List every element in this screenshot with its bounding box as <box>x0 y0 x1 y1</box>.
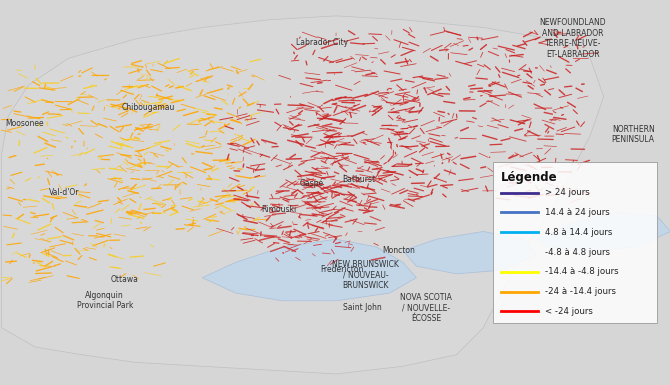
Text: Moncton: Moncton <box>383 246 415 255</box>
Text: -4.8 à 4.8 jours: -4.8 à 4.8 jours <box>545 248 610 256</box>
Text: NEW BRUNSWICK
/ NOUVEAU-
BRUNSWICK: NEW BRUNSWICK / NOUVEAU- BRUNSWICK <box>332 260 399 290</box>
Text: Val-d'Or: Val-d'Or <box>50 188 80 197</box>
Text: 4.8 à 14.4 jours: 4.8 à 14.4 jours <box>545 228 612 237</box>
Text: 14.4 à 24 jours: 14.4 à 24 jours <box>545 208 610 217</box>
FancyBboxPatch shape <box>492 162 657 323</box>
Text: -24 à -14.4 jours: -24 à -14.4 jours <box>545 287 616 296</box>
Text: > 24 jours: > 24 jours <box>545 188 590 197</box>
Text: -14.4 à -4.8 jours: -14.4 à -4.8 jours <box>545 267 618 276</box>
Text: NEWFOUNDLAND
AND LABRADOR
TERRE-NEUVE-
ET-LABRADOR: NEWFOUNDLAND AND LABRADOR TERRE-NEUVE- E… <box>540 18 606 59</box>
Text: Chibougamau: Chibougamau <box>121 103 175 112</box>
Text: NORTHERN
PENINSULA: NORTHERN PENINSULA <box>612 125 655 144</box>
Text: Bathurst: Bathurst <box>342 174 376 184</box>
Text: Ottawa: Ottawa <box>111 275 139 284</box>
Text: Rimouski: Rimouski <box>261 205 296 214</box>
Text: Fredericton: Fredericton <box>320 265 364 274</box>
Text: Moosonee: Moosonee <box>5 119 44 128</box>
Text: Saint John: Saint John <box>343 303 382 313</box>
Text: Labrador City: Labrador City <box>296 38 348 47</box>
Text: Gaspé: Gaspé <box>300 178 324 187</box>
Text: Algonquin
Provincial Park: Algonquin Provincial Park <box>76 291 133 310</box>
Text: Légende: Légende <box>500 171 557 184</box>
Text: NOVA SCOTIA
/ NOUVELLE-
ÉCOSSE: NOVA SCOTIA / NOUVELLE- ÉCOSSE <box>400 293 452 323</box>
Text: < -24 jours: < -24 jours <box>545 307 593 316</box>
